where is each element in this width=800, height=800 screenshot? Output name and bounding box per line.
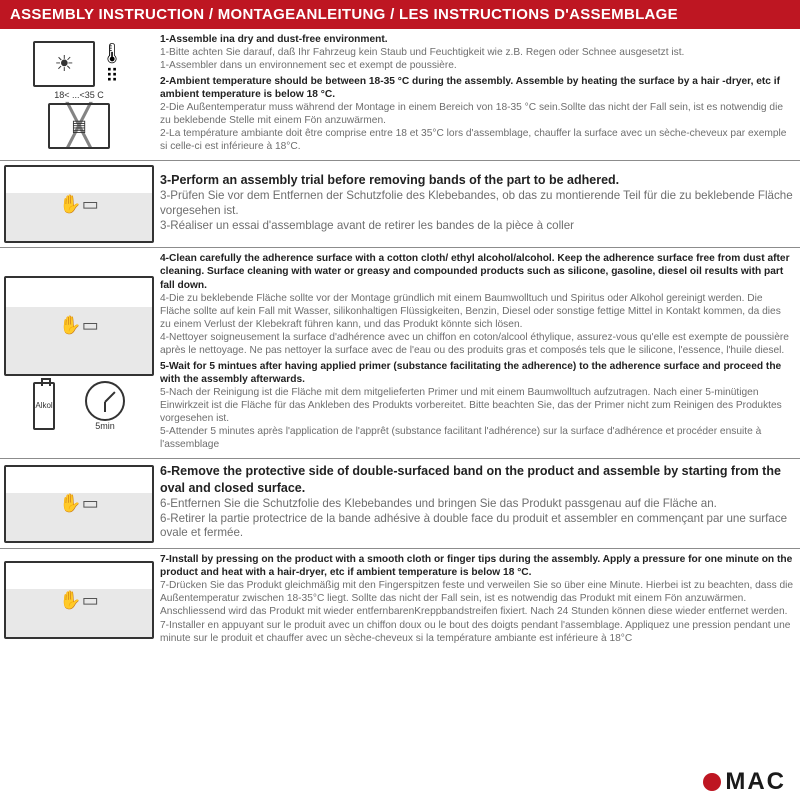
step-3-row: ✋▭ 3-Perform an assembly trial before re… [0,161,800,248]
step6-de: 6-Entfernen Sie die Schutzfolie des Kleb… [160,497,717,510]
footer: MAC [0,766,800,800]
step2-de: 2-Die Außentemperatur muss während der M… [160,102,783,126]
thermometer-icon: 🌡 [99,41,124,66]
step1-en: 1-Assemble ina dry and dust-free environ… [160,34,388,45]
press-install-icon: ✋▭ [4,561,154,639]
step-1-2-text: 1-Assemble ina dry and dust-free environ… [160,33,794,156]
step3-en: 3-Perform an assembly trial before remov… [160,173,619,187]
logo-text: MAC [725,768,786,796]
alcohol-bottle-icon: Alkol [33,382,55,430]
step1-fr: 1-Assembler dans un environnement sec et… [160,60,457,71]
step-3-text: 3-Perform an assembly trial before remov… [160,165,794,243]
dust-icon: ⠿ [105,66,118,87]
step-1-2-row: ☀ 🌡 ⠿ 18< ...<35 C ▤ 1-Assemble ina dry … [0,29,800,161]
step-6-row: ✋▭ 6-Remove the protective side of doubl… [0,459,800,549]
step-7-text: 7-Install by pressing on the product wit… [160,553,794,647]
clock-icon [85,381,125,421]
illus-remove-band: ✋▭ [4,463,154,544]
step7-de: 7-Drücken Sie das Produkt gleichmäßig mi… [160,580,793,617]
sun-icon: ☀ [33,41,95,87]
cleaning-icon: ✋▭ [4,276,154,376]
brand-logo: MAC [703,768,786,796]
logo-dot-icon [703,773,721,791]
step6-en: 6-Remove the protective side of double-s… [160,464,781,495]
step5-de: 5-Nach der Reinigung ist die Fläche mit … [160,387,782,424]
page-title: ASSEMBLY INSTRUCTION / MONTAGEANLEITUNG … [0,0,800,29]
step2-fr: 2-La température ambiante doit être comp… [160,128,786,152]
step3-fr: 3-Réaliser un essai d'assemblage avant d… [160,219,574,232]
step-4-5-text: 4-Clean carefully the adherence surface … [160,252,794,454]
illus-press: ✋▭ [4,553,154,647]
trial-fit-icon: ✋▭ [4,165,154,243]
step2-en: 2-Ambient temperature should be between … [160,76,780,100]
peel-tape-icon: ✋▭ [4,465,154,543]
step3-de: 3-Prüfen Sie vor dem Entfernen der Schut… [160,189,793,217]
step6-fr: 6-Retirer la partie protectrice de la ba… [160,512,787,540]
step7-fr: 7-Installer en appuyant sur le produit a… [160,620,790,644]
step5-fr: 5-Attender 5 minutes après l'application… [160,426,761,450]
temp-range-label: 18< ...<35 C [54,90,104,100]
instruction-rows: ☀ 🌡 ⠿ 18< ...<35 C ▤ 1-Assemble ina dry … [0,29,800,766]
step1-de: 1-Bitte achten Sie darauf, daß Ihr Fahrz… [160,47,684,58]
step4-en: 4-Clean carefully the adherence surface … [160,253,790,290]
illus-env-temp: ☀ 🌡 ⠿ 18< ...<35 C ▤ [4,33,154,156]
step-4-5-row: ✋▭ Alkol 5min 4-Clean carefully the adhe… [0,248,800,459]
no-spray-icon: ▤ [48,103,110,149]
assembly-instruction-sheet: ASSEMBLY INSTRUCTION / MONTAGEANLEITUNG … [0,0,800,800]
step5-en: 5-Wait for 5 mintues after having applie… [160,361,781,385]
illus-trial: ✋▭ [4,165,154,243]
step-7-row: ✋▭ 7-Install by pressing on the product … [0,549,800,651]
clock-label: 5min [95,421,115,431]
step4-de: 4-Die zu beklebende Fläche sollte vor de… [160,293,781,330]
step-6-text: 6-Remove the protective side of double-s… [160,463,794,544]
step7-en: 7-Install by pressing on the product wit… [160,554,792,578]
step4-fr: 4-Nettoyer soigneusement la surface d'ad… [160,332,789,356]
illus-clean-primer: ✋▭ Alkol 5min [4,252,154,454]
